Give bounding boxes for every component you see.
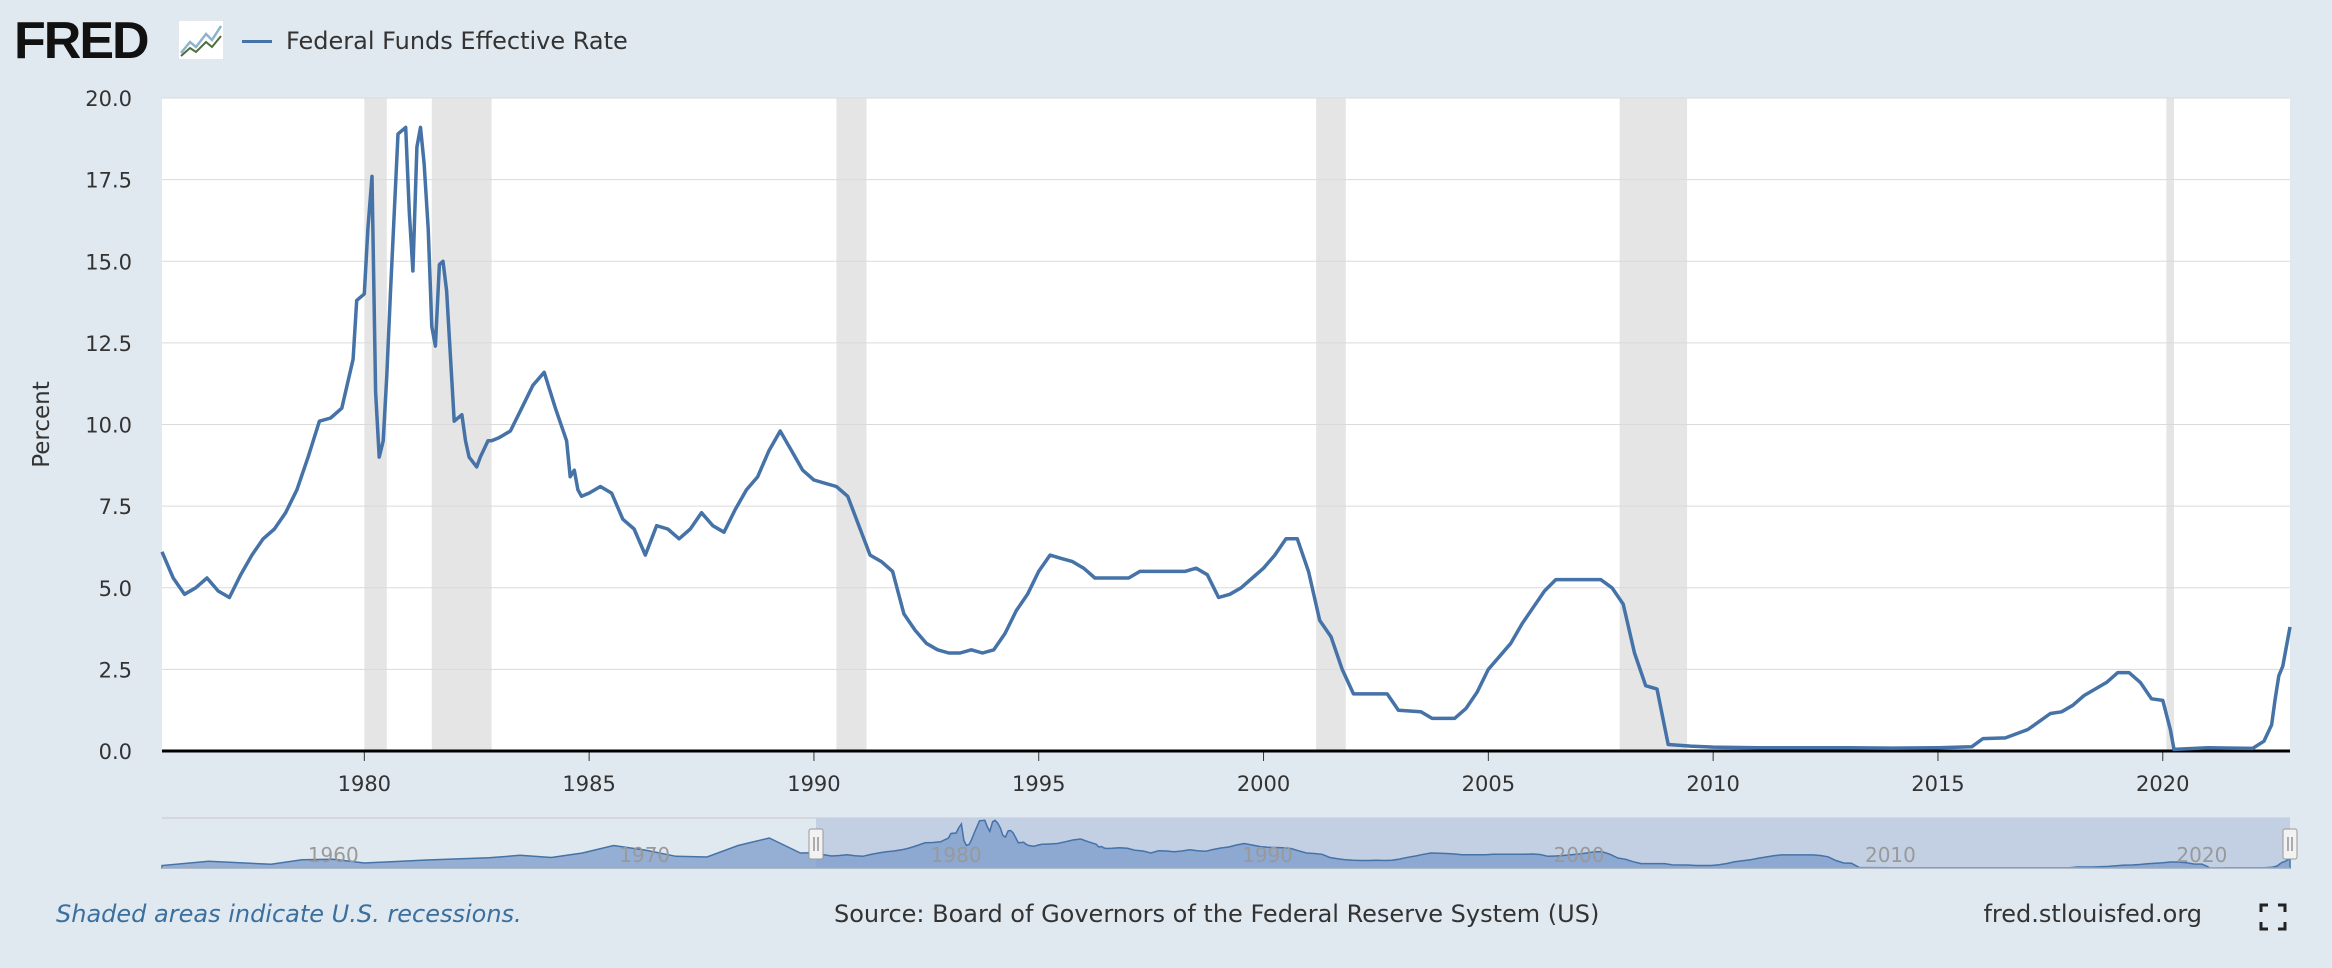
y-tick-label: 0.0 [99,740,132,764]
recession-note: Shaded areas indicate U.S. recessions. [56,900,522,928]
source-text: Source: Board of Governors of the Federa… [834,900,1600,928]
legend-label: Federal Funds Effective Rate [286,27,628,55]
plot-area: 0.0 2.5 5.0 7.5 10.0 12.5 15.0 17.5 20.0 1980 1985… [29,87,2292,796]
navigator-handle-left[interactable] [808,828,824,860]
y-axis-label: Percent [29,381,55,468]
y-tick-label: 17.5 [85,169,132,193]
series-line [160,125,2292,752]
fred-logo: FRED [14,12,150,70]
navigator-tick-label: 1970 [619,843,670,867]
y-tick-label: 7.5 [99,495,132,519]
x-tick-label: 2005 [1462,772,1515,796]
navigator-tick-label: 1990 [1242,843,1293,867]
x-tick-label: 2020 [2136,772,2189,796]
y-tick-label: 2.5 [99,658,132,682]
site-link[interactable]: fred.stlouisfed.org [1983,900,2202,928]
x-tick-label: 2010 [1686,772,1739,796]
handle-body [808,828,824,860]
x-tick-label: 1985 [562,772,615,796]
chart-line-icon [178,20,224,60]
chart-legend: Federal Funds Effective Rate [242,24,628,58]
handle-body [2282,828,2298,860]
y-tick-label: 12.5 [85,332,132,356]
navigator-tick-label: 2000 [1554,843,1605,867]
navigator-tick-label: 2020 [2176,843,2227,867]
navigator-tick-label: 1960 [308,843,359,867]
y-tick-label: 15.0 [85,250,132,274]
y-tick-label: 10.0 [85,414,132,438]
x-tick-label: 2000 [1237,772,1290,796]
chart: 0.0 2.5 5.0 7.5 10.0 12.5 15.0 17.5 20.0 1980 1985… [29,87,2298,869]
navigator[interactable]: 1960 1970 1980 1990 2000 2010 2020 [161,817,2298,869]
fullscreen-icon[interactable] [2258,902,2288,932]
navigator-tick-label: 1980 [931,843,982,867]
x-tick-label: 1990 [787,772,840,796]
navigator-handle-right[interactable] [2282,828,2298,860]
navigator-tick-label: 2010 [1865,843,1916,867]
y-tick-label: 5.0 [99,577,132,601]
legend-swatch [242,39,272,43]
x-tick-label: 1995 [1012,772,1065,796]
x-tick-label: 1980 [338,772,391,796]
x-tick-label: 2015 [1911,772,1964,796]
y-tick-label: 20.0 [85,87,132,111]
